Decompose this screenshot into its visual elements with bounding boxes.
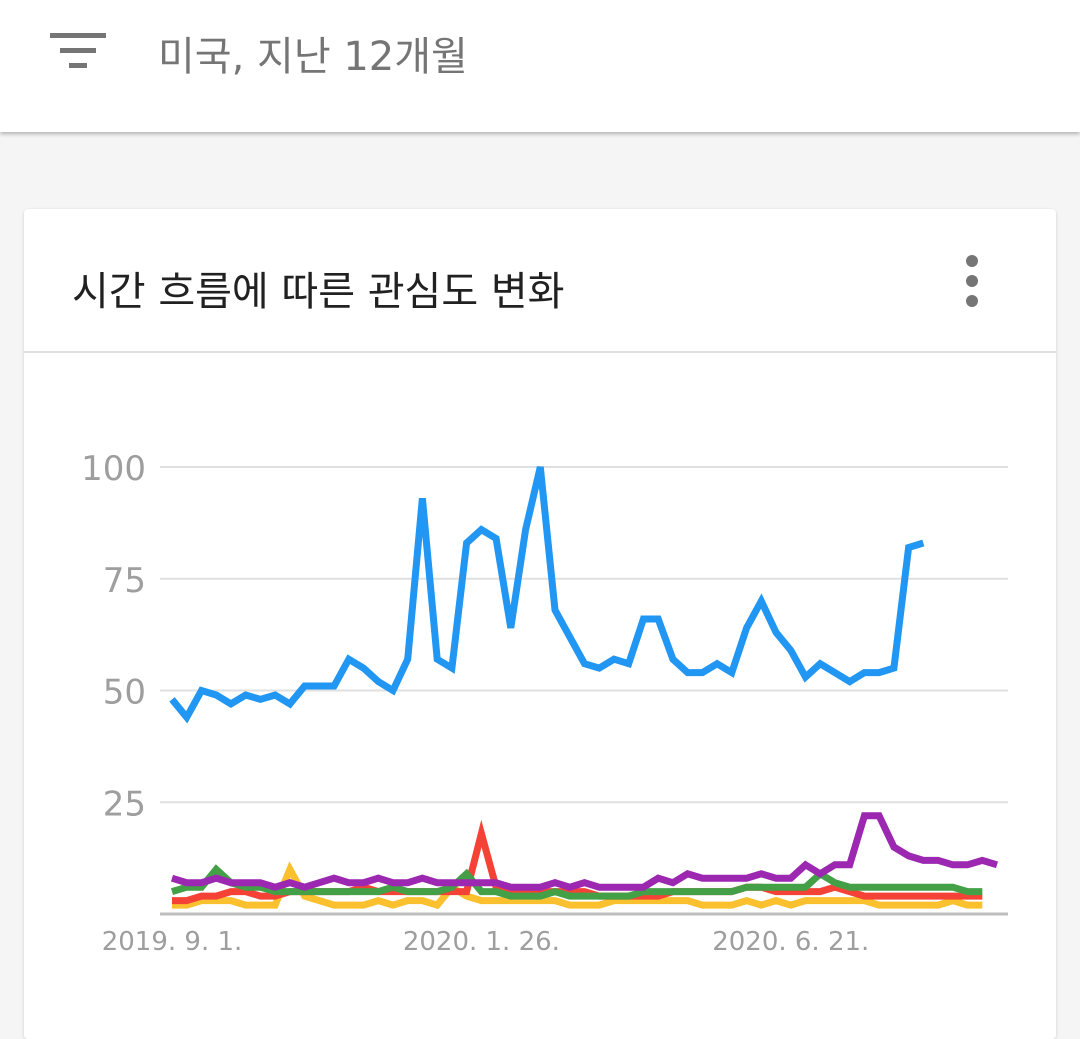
- region-period-filter[interactable]: 미국, 지난 12개월: [158, 34, 468, 80]
- y-tick-label: 75: [103, 561, 146, 601]
- card-title: 시간 흐름에 따른 관심도 변화: [72, 269, 565, 315]
- x-tick-label: 2020. 1. 26.: [403, 927, 560, 957]
- series-line-2: [170, 864, 983, 900]
- x-tick-label: 2020. 6. 21.: [712, 927, 869, 957]
- filter-list-icon[interactable]: [50, 30, 106, 70]
- more-vert-icon[interactable]: [956, 253, 988, 309]
- y-tick-label: 50: [103, 673, 146, 713]
- x-tick-label: 2019. 9. 1.: [102, 927, 243, 957]
- y-tick-label: 25: [103, 784, 146, 824]
- y-tick-label: 100: [81, 449, 146, 489]
- series-line-4: [169, 466, 925, 724]
- card-divider: [24, 351, 1056, 353]
- top-bar: 미국, 지난 12개월: [0, 0, 1080, 132]
- series-line-0: [172, 861, 983, 910]
- series-line-3: [170, 812, 999, 891]
